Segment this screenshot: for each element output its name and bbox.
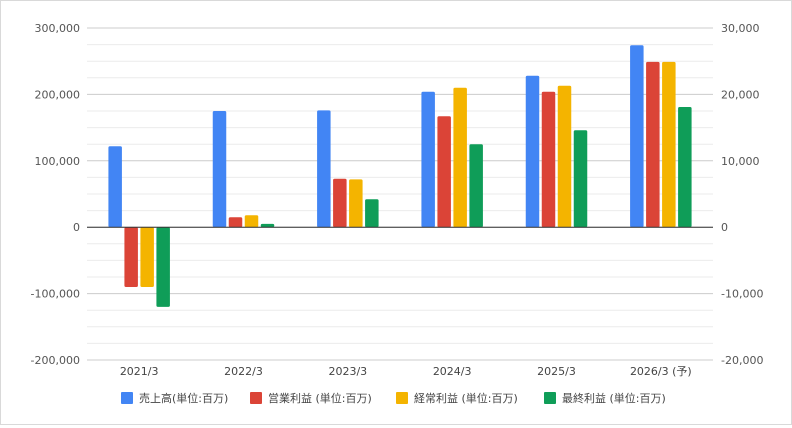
bar <box>630 45 644 228</box>
left-tick-label: -200,000 <box>31 354 80 367</box>
bar <box>212 111 227 228</box>
left-tick-label: 100,000 <box>35 155 81 168</box>
bar <box>453 87 467 228</box>
legend-label: 営業利益 (単位:百万) <box>268 391 372 405</box>
legend-swatch <box>396 392 408 404</box>
bar <box>108 146 122 228</box>
right-axis-ticks: 30,000 20,000 10,000 0 -10,000 -20,000 <box>721 22 763 367</box>
bar <box>421 91 435 228</box>
bar <box>124 227 138 287</box>
category-labels: 2021/3 2022/3 2023/3 2024/3 2025/3 2026/3 (予) <box>120 365 692 378</box>
category-label: 2025/3 <box>537 365 576 378</box>
right-tick-label: -10,000 <box>721 288 763 301</box>
right-tick-label: 20,000 <box>721 88 760 101</box>
bar <box>260 223 275 228</box>
bar <box>469 144 483 228</box>
bar <box>156 227 170 307</box>
right-tick-label: 30,000 <box>721 22 760 35</box>
bar <box>662 61 676 228</box>
bar <box>244 215 259 228</box>
right-tick-label: -20,000 <box>721 354 763 367</box>
legend-swatch <box>121 392 133 404</box>
left-tick-label: -100,000 <box>31 288 80 301</box>
bar <box>437 116 451 228</box>
right-tick-label: 0 <box>721 221 728 234</box>
category-label: 2023/3 <box>328 365 367 378</box>
legend-label: 売上高(単位:百万) <box>139 391 228 405</box>
legend-swatch <box>250 392 262 404</box>
gridlines <box>87 27 713 361</box>
legend-swatch <box>544 392 556 404</box>
bar <box>365 199 379 228</box>
bar <box>317 110 331 228</box>
legend-label: 最終利益 (単位:百万) <box>562 391 666 405</box>
bars <box>108 45 692 307</box>
bar <box>541 91 556 228</box>
bar <box>333 178 347 228</box>
bar <box>573 130 588 228</box>
right-tick-label: 10,000 <box>721 155 760 168</box>
category-label: 2021/3 <box>120 365 159 378</box>
bar <box>557 85 572 228</box>
bar <box>646 61 660 228</box>
bar <box>525 75 540 228</box>
left-axis-ticks: 300,000 200,000 100,000 0 -100,000 -200,000 <box>31 22 80 367</box>
bar <box>349 179 363 228</box>
bar <box>228 217 243 228</box>
bar <box>140 227 154 287</box>
bar <box>678 107 692 228</box>
category-label: 2026/3 (予) <box>630 365 692 378</box>
left-tick-label: 200,000 <box>35 88 81 101</box>
category-label: 2024/3 <box>433 365 472 378</box>
legend-label: 経常利益 (単位:百万) <box>414 391 518 405</box>
legend: 売上高(単位:百万) 営業利益 (単位:百万) 経常利益 (単位:百万) 最終利益 (… <box>121 391 666 405</box>
left-tick-label: 300,000 <box>35 22 81 35</box>
category-label: 2022/3 <box>224 365 263 378</box>
left-tick-label: 0 <box>73 221 80 234</box>
